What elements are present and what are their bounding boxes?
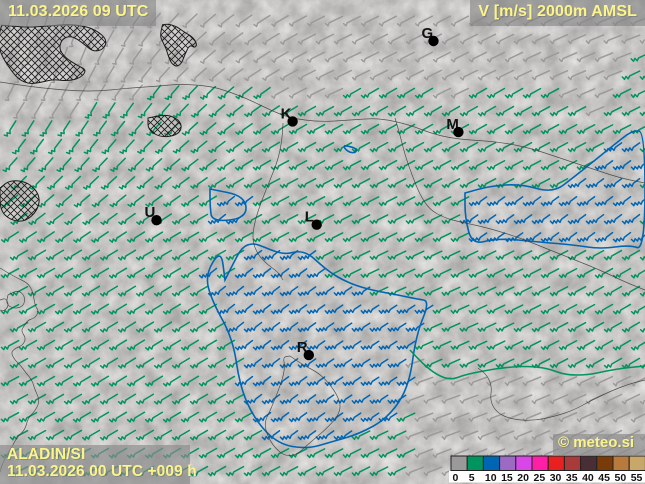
svg-text:30: 30 [550, 472, 562, 484]
svg-text:55: 55 [631, 472, 643, 484]
svg-text:40: 40 [582, 472, 594, 484]
svg-text:15: 15 [501, 472, 513, 484]
svg-text:25: 25 [534, 472, 546, 484]
svg-text:5: 5 [469, 472, 475, 484]
svg-text:50: 50 [615, 472, 627, 484]
svg-text:35: 35 [566, 472, 578, 484]
svg-text:0: 0 [453, 472, 459, 484]
svg-text:10: 10 [485, 472, 497, 484]
svg-text:20: 20 [517, 472, 529, 484]
svg-text:45: 45 [598, 472, 610, 484]
